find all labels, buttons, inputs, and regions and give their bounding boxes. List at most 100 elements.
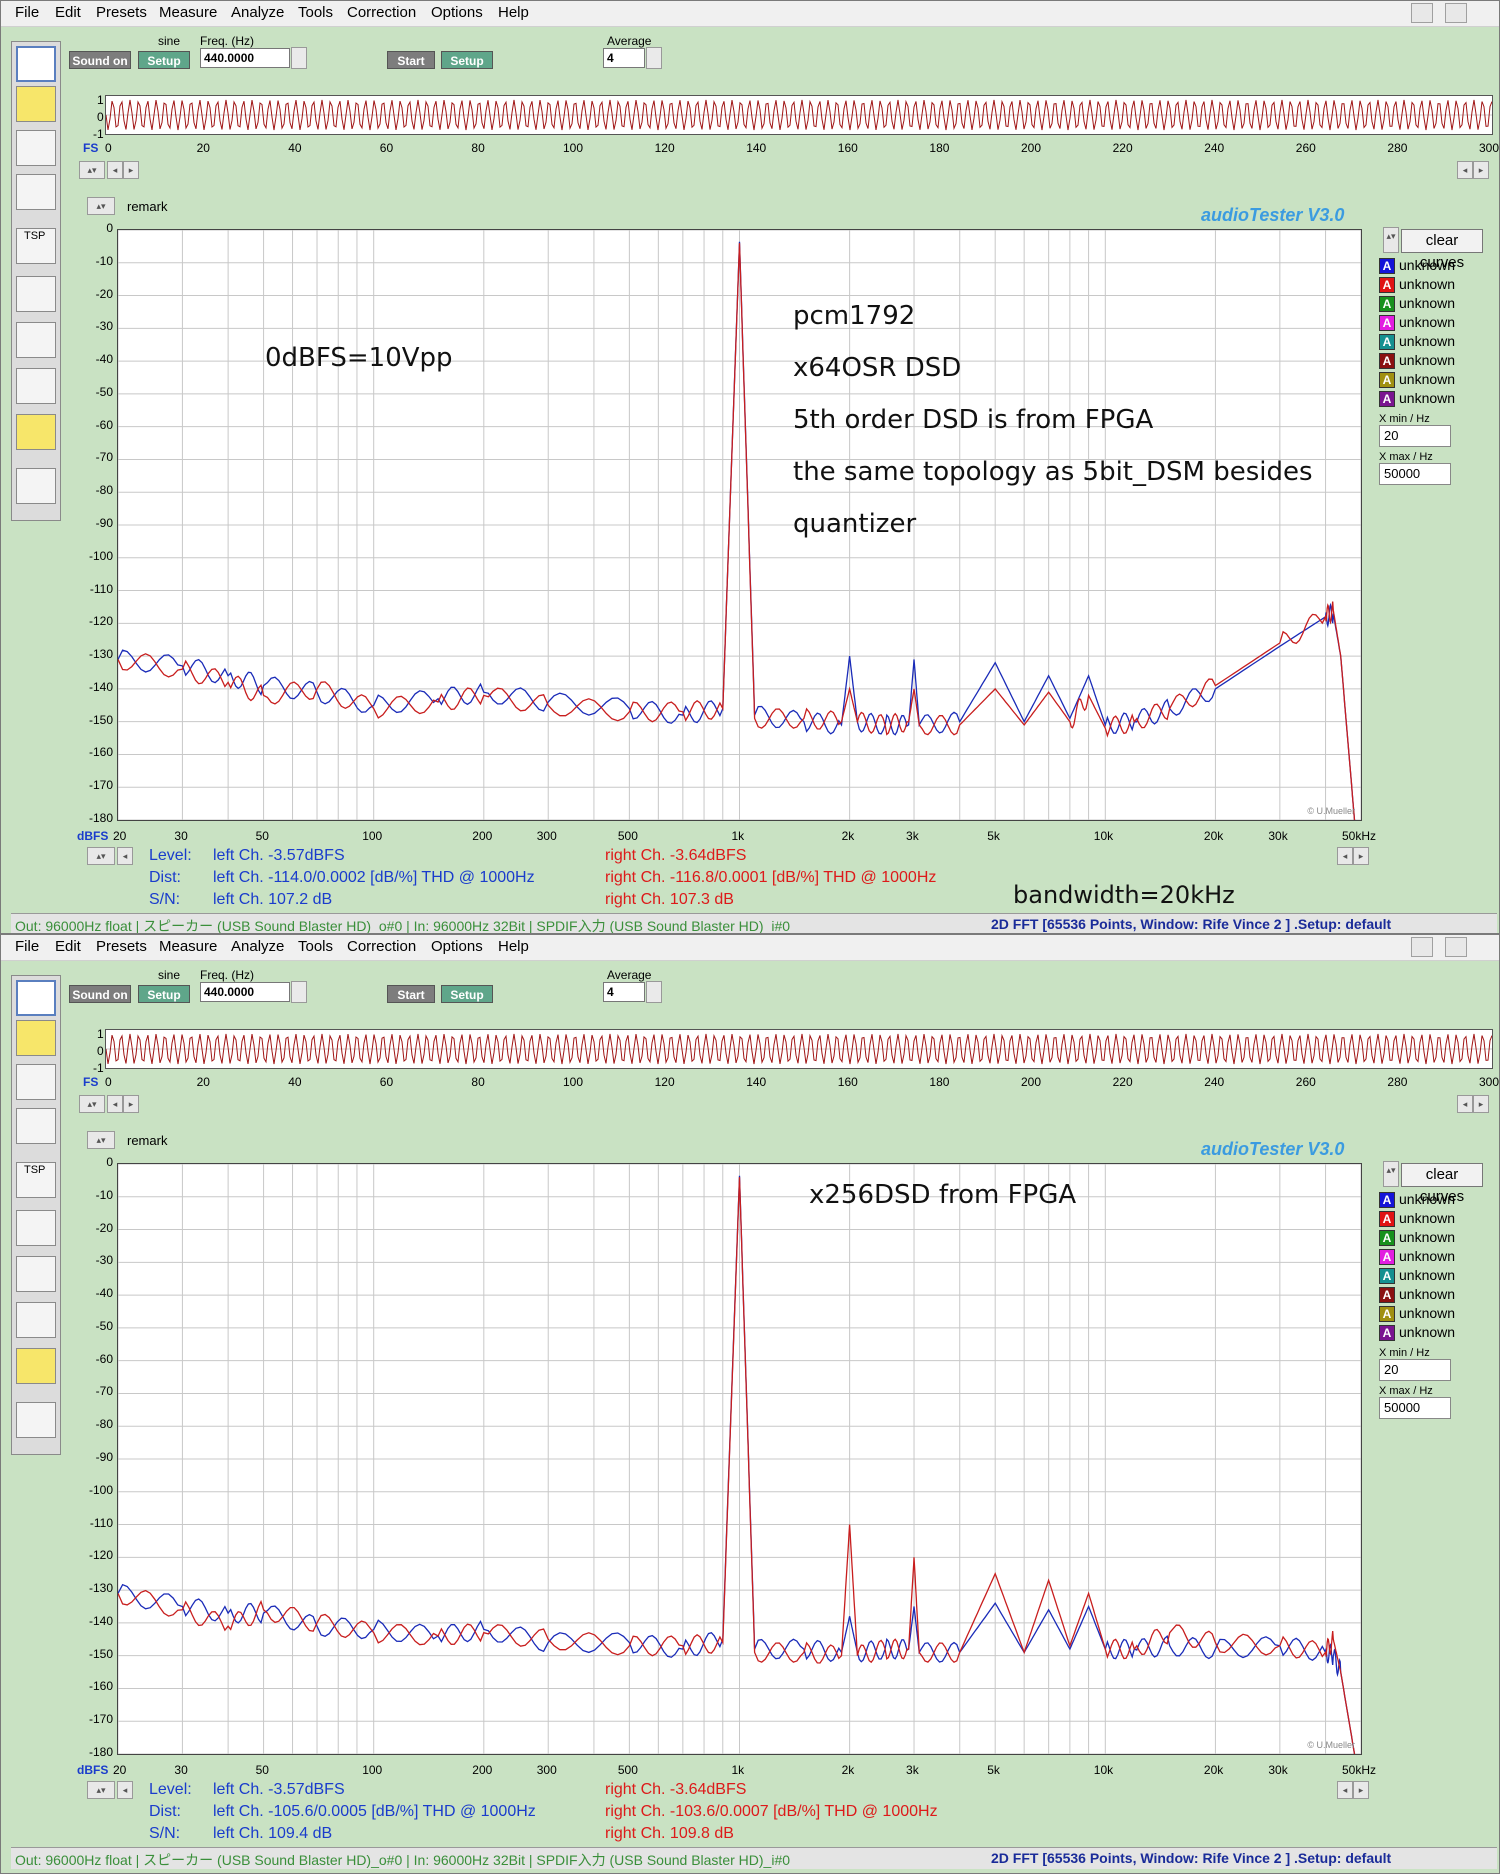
average-input[interactable]: 4	[603, 982, 645, 1002]
plot-scroll-left[interactable]: ◂	[1337, 847, 1353, 865]
intermodulation-icon[interactable]	[16, 1302, 56, 1338]
curve-color-icon[interactable]: A	[1379, 1192, 1395, 1208]
curve-color-icon[interactable]: A	[1379, 296, 1395, 312]
frequency-input[interactable]: 440.0000	[200, 982, 290, 1002]
distortion-sweep-icon[interactable]	[16, 174, 56, 210]
plot-scroll-right[interactable]: ▸	[1353, 1781, 1369, 1799]
frequency-response-icon[interactable]	[16, 130, 56, 166]
curve-color-icon[interactable]: A	[1379, 334, 1395, 350]
curve-color-icon[interactable]: A	[1379, 258, 1395, 274]
start-button[interactable]: Start	[387, 51, 435, 69]
menu-presets[interactable]: Presets	[96, 4, 147, 21]
frequency-spinner[interactable]	[291, 47, 307, 69]
menu-measure[interactable]: Measure	[159, 4, 218, 21]
analyzer-setup-button[interactable]: Setup	[441, 51, 493, 69]
curve-color-icon[interactable]: A	[1379, 1249, 1395, 1265]
curve-color-icon[interactable]: A	[1379, 277, 1395, 293]
curves-spinner[interactable]: ▴▾	[1383, 227, 1399, 253]
tsp-icon[interactable]: TSP	[16, 228, 56, 264]
sound-on-button[interactable]: Sound on	[69, 51, 131, 69]
menu-correction[interactable]: Correction	[347, 4, 417, 21]
curve-color-icon[interactable]: A	[1379, 315, 1395, 331]
menu-file[interactable]: File	[15, 4, 40, 21]
wave-scroll-right-end[interactable]: ▸	[1473, 1095, 1489, 1113]
curve-color-icon[interactable]: A	[1379, 1230, 1395, 1246]
close-button[interactable]	[1445, 937, 1467, 957]
wave-scroll-updown[interactable]: ▴▾	[79, 161, 105, 179]
curve-color-icon[interactable]: A	[1379, 1211, 1395, 1227]
wave-scroll-right[interactable]: ▸	[123, 161, 139, 179]
step-response-icon[interactable]	[16, 468, 56, 504]
distortion-sweep-icon[interactable]	[16, 1108, 56, 1144]
xmax-input[interactable]: 50000	[1379, 1397, 1451, 1419]
menu-tools[interactable]: Tools	[298, 4, 334, 21]
oscilloscope-icon[interactable]	[16, 1020, 56, 1056]
wave-scroll-right-end[interactable]: ▸	[1473, 161, 1489, 179]
impulse-response-icon[interactable]	[16, 1210, 56, 1246]
oscilloscope-icon[interactable]	[16, 86, 56, 122]
remark-spinner[interactable]: ▴▾	[87, 197, 115, 215]
tsp-icon[interactable]: TSP	[16, 1162, 56, 1198]
plot-scroll-left[interactable]: ◂	[1337, 1781, 1353, 1799]
analyzer-setup-button[interactable]: Setup	[441, 985, 493, 1003]
menu-edit[interactable]: Edit	[55, 938, 81, 955]
readout-scroll-left[interactable]: ◂	[117, 1781, 133, 1799]
generator-icon[interactable]	[16, 414, 56, 450]
curve-color-icon[interactable]: A	[1379, 1268, 1395, 1284]
readout-scroll-left[interactable]: ◂	[117, 847, 133, 865]
menu-analyze[interactable]: Analyze	[231, 4, 285, 21]
menu-help[interactable]: Help	[498, 938, 529, 955]
intermodulation-icon[interactable]	[16, 368, 56, 404]
xmin-input[interactable]: 20	[1379, 425, 1451, 447]
curve-color-icon[interactable]: A	[1379, 1306, 1395, 1322]
xmin-input[interactable]: 20	[1379, 1359, 1451, 1381]
close-button[interactable]	[1445, 3, 1467, 23]
menu-correction[interactable]: Correction	[347, 938, 417, 955]
menu-tools[interactable]: Tools	[298, 938, 334, 955]
wave-scroll-left-end[interactable]: ◂	[1457, 1095, 1473, 1113]
average-spinner[interactable]	[646, 981, 662, 1003]
wave-scroll-left[interactable]: ◂	[107, 1095, 123, 1113]
curves-spinner[interactable]: ▴▾	[1383, 1161, 1399, 1187]
readout-spinner[interactable]: ▴▾	[87, 847, 115, 865]
frequency-input[interactable]: 440.0000	[200, 48, 290, 68]
sound-on-button[interactable]: Sound on	[69, 985, 131, 1003]
generator-setup-button[interactable]: Setup	[138, 51, 190, 69]
bandpass-icon[interactable]	[16, 322, 56, 358]
step-response-icon[interactable]	[16, 1402, 56, 1438]
remark-spinner[interactable]: ▴▾	[87, 1131, 115, 1149]
menu-edit[interactable]: Edit	[55, 4, 81, 21]
curve-color-icon[interactable]: A	[1379, 1287, 1395, 1303]
fft-spectrum-icon[interactable]	[16, 46, 56, 82]
menu-measure[interactable]: Measure	[159, 938, 218, 955]
curve-color-icon[interactable]: A	[1379, 353, 1395, 369]
menu-options[interactable]: Options	[431, 938, 483, 955]
wave-scroll-right[interactable]: ▸	[123, 1095, 139, 1113]
maximize-button[interactable]	[1411, 3, 1433, 23]
average-spinner[interactable]	[646, 47, 662, 69]
fft-plot[interactable]: © U.Mueller	[117, 1163, 1362, 1755]
readout-spinner[interactable]: ▴▾	[87, 1781, 115, 1799]
curve-color-icon[interactable]: A	[1379, 391, 1395, 407]
clear-curves-button[interactable]: clear curves	[1401, 1163, 1483, 1205]
wave-scroll-left[interactable]: ◂	[107, 161, 123, 179]
frequency-spinner[interactable]	[291, 981, 307, 1003]
xmax-input[interactable]: 50000	[1379, 463, 1451, 485]
wave-scroll-left-end[interactable]: ◂	[1457, 161, 1473, 179]
clear-curves-button[interactable]: clear curves	[1401, 229, 1483, 271]
maximize-button[interactable]	[1411, 937, 1433, 957]
frequency-response-icon[interactable]	[16, 1064, 56, 1100]
